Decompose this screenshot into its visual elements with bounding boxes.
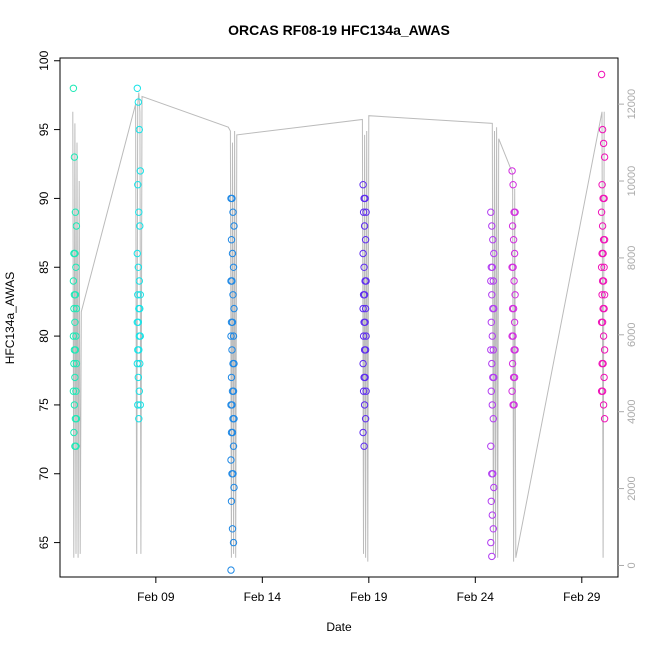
y-axis-label: HFC134a_AWAS: [3, 272, 17, 364]
chart: ORCAS RF08-19 HFC134a_AWAS Date HFC134a_…: [0, 0, 650, 650]
y-tick-label: 90: [37, 191, 51, 205]
x-tick-label: Feb 09: [137, 590, 175, 604]
y2-tick-label: 6000: [626, 323, 638, 347]
y-tick-label: 75: [37, 398, 51, 412]
y2-tick-label: 8000: [626, 246, 638, 270]
y-tick-label: 95: [37, 123, 51, 137]
x-tick-label: Feb 19: [350, 590, 388, 604]
y2-tick-label: 4000: [626, 399, 638, 423]
y2-tick-label: 12000: [626, 89, 638, 120]
y2-tick-label: 0: [626, 562, 638, 568]
x-axis-label: Date: [326, 620, 352, 634]
y-tick-label: 80: [37, 329, 51, 343]
x-tick-label: Feb 24: [457, 590, 495, 604]
x-tick-label: Feb 14: [244, 590, 282, 604]
chart-title: ORCAS RF08-19 HFC134a_AWAS: [228, 22, 450, 38]
y-tick-label: 65: [37, 536, 51, 550]
chart-background: [0, 0, 650, 650]
y-tick-label: 70: [37, 467, 51, 481]
y2-tick-label: 10000: [626, 166, 638, 197]
y2-tick-label: 2000: [626, 476, 638, 500]
y-tick-label: 85: [37, 260, 51, 274]
x-tick-label: Feb 29: [563, 590, 601, 604]
y-tick-label: 100: [37, 50, 51, 70]
